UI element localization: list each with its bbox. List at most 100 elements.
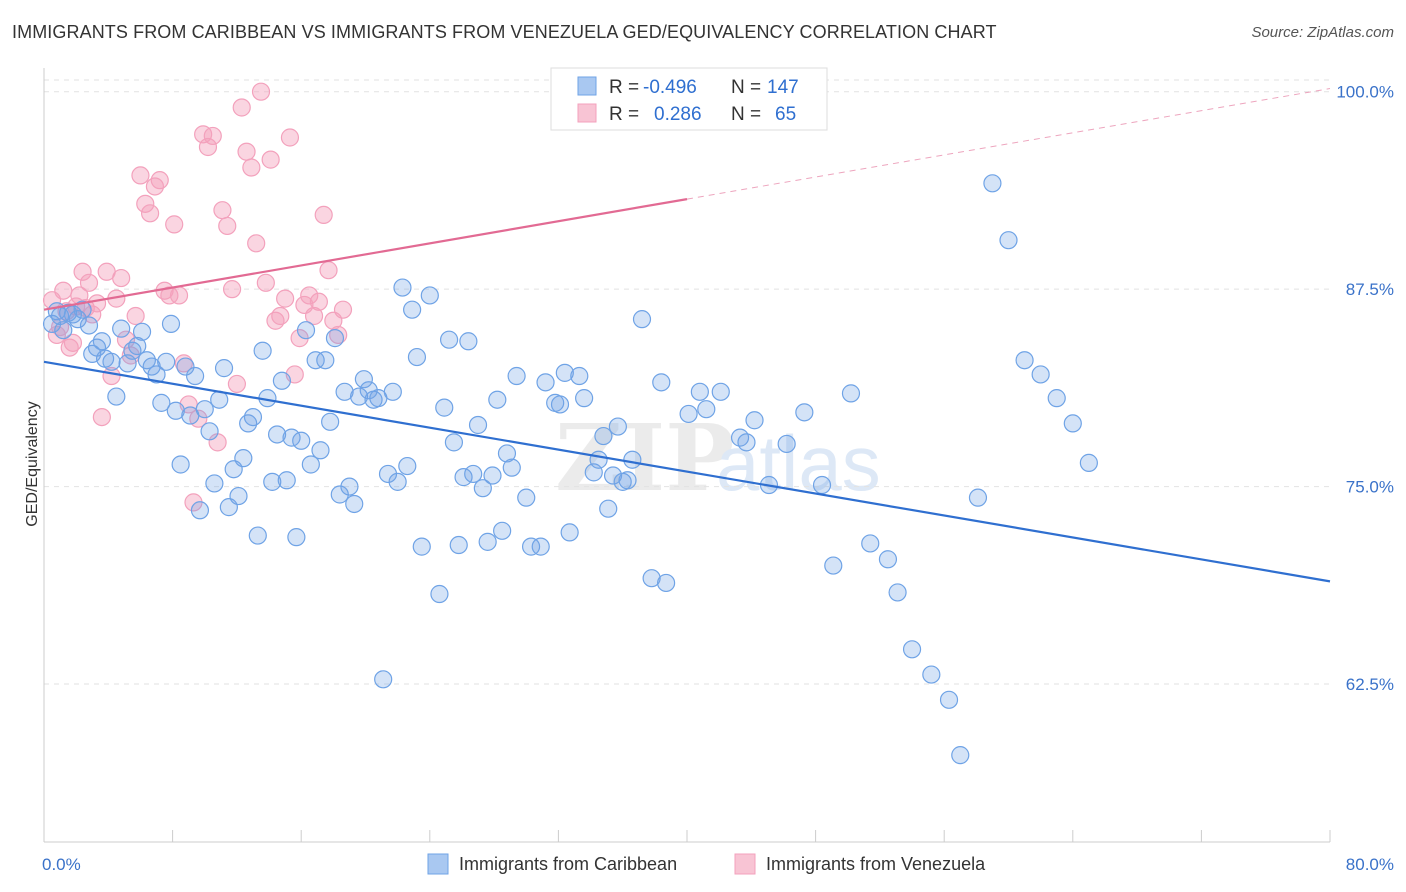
venezuela-n-value: 65 [775, 104, 796, 125]
caribbean-point [248, 526, 267, 545]
caribbean-point [430, 584, 449, 604]
caribbean-trend-line [43, 360, 1331, 583]
caribbean-point [690, 382, 709, 401]
caribbean-point [1031, 365, 1050, 384]
caribbean-point [112, 319, 131, 338]
venezuela-point [232, 98, 251, 117]
caribbean-point [73, 300, 92, 319]
caribbean-point [478, 532, 497, 551]
caribbean-point [340, 477, 359, 496]
caribbean-point [488, 390, 507, 409]
venezuela-point [79, 273, 99, 292]
watermark: ZIP atlas [555, 404, 881, 512]
x-tick-label-min: 0.0% [42, 855, 81, 874]
caribbean-point [507, 366, 526, 386]
caribbean-point [983, 174, 1002, 193]
chart-source: Source: ZipAtlas.com [1251, 24, 1394, 41]
caribbean-point [306, 351, 325, 370]
legend-venezuela-label: Immigrants from Venezuela [766, 854, 986, 874]
caribbean-point [497, 444, 517, 463]
caribbean-point [243, 407, 263, 427]
caribbean-point [679, 404, 698, 424]
caribbean-point [229, 486, 248, 506]
y-tick-label: 100.0% [1336, 83, 1394, 102]
caribbean-point [603, 466, 623, 485]
caribbean-point [697, 400, 716, 419]
caribbean-point [888, 583, 907, 602]
caribbean-point [354, 370, 373, 389]
caribbean-point [902, 640, 922, 659]
venezuela-point [92, 407, 111, 427]
caribbean-point [54, 321, 73, 340]
venezuela-point [280, 128, 300, 147]
venezuela-point [261, 150, 280, 169]
venezuela-swatch [577, 103, 597, 123]
caribbean-point [632, 310, 652, 329]
caribbean-point [618, 471, 637, 490]
caribbean-point [200, 422, 219, 441]
caribbean-point [349, 387, 369, 406]
caribbean-point [473, 479, 492, 498]
venezuela-point [333, 300, 353, 319]
caribbean-point [147, 365, 166, 384]
caribbean-point [459, 332, 478, 351]
venezuela-point [237, 142, 256, 161]
caribbean-point [1047, 389, 1066, 408]
caribbean-point [253, 341, 272, 360]
venezuela-point [63, 333, 83, 352]
venezuela-point [314, 205, 333, 225]
caribbean-point [454, 468, 473, 487]
venezuela-point [251, 82, 271, 101]
venezuela-point [136, 194, 155, 213]
caribbean-point [205, 474, 224, 493]
caribbean-point [483, 466, 502, 485]
caribbean-point [263, 472, 282, 491]
y-tick-label: 75.0% [1346, 478, 1394, 497]
venezuela-point [218, 216, 237, 236]
venezuela-r-value: 0.286 [654, 104, 702, 125]
caribbean-point [517, 488, 536, 507]
caribbean-point [374, 670, 393, 689]
x-tick-label-max: 80.0% [1346, 855, 1394, 874]
venezuela-point [213, 201, 232, 220]
caribbean-point [316, 351, 335, 370]
caribbean-point [79, 316, 99, 335]
caribbean-r-label: R = [609, 77, 639, 98]
venezuela-point [198, 137, 218, 157]
watermark-atlas: atlas [716, 419, 881, 507]
caribbean-point [102, 352, 121, 371]
caribbean-swatch [577, 76, 597, 96]
caribbean-point [92, 332, 111, 351]
caribbean-n-value: 147 [767, 77, 799, 98]
caribbean-point [383, 382, 402, 401]
venezuela-n-label: N = [731, 104, 761, 125]
venezuela-point [174, 354, 193, 373]
caribbean-point [407, 347, 427, 367]
caribbean-point [301, 455, 320, 474]
caribbean-point [922, 665, 941, 684]
venezuela-point [256, 273, 275, 292]
caribbean-point [311, 441, 330, 460]
caribbean-point [939, 690, 959, 709]
caribbean-point [531, 537, 550, 556]
caribbean-r-value: -0.496 [643, 77, 697, 98]
caribbean-point [68, 310, 87, 329]
venezuela-points [42, 82, 353, 512]
venezuela-point [131, 166, 150, 185]
venezuela-trend-line [43, 198, 688, 311]
caribbean-point [570, 366, 589, 386]
legend-venezuela-swatch [734, 853, 756, 875]
caribbean-point [824, 556, 843, 575]
venezuela-point [126, 306, 145, 326]
caribbean-point [157, 352, 176, 371]
caribbean-point [321, 412, 340, 431]
caribbean-point [412, 537, 431, 556]
caribbean-point [745, 411, 764, 430]
caribbean-point [439, 330, 459, 349]
caribbean-point [214, 359, 234, 378]
venezuela-r-label: R = [609, 104, 639, 125]
venezuela-point [169, 286, 189, 305]
caribbean-point [951, 746, 970, 765]
venezuela-point [304, 306, 324, 326]
caribbean-point [345, 494, 364, 514]
